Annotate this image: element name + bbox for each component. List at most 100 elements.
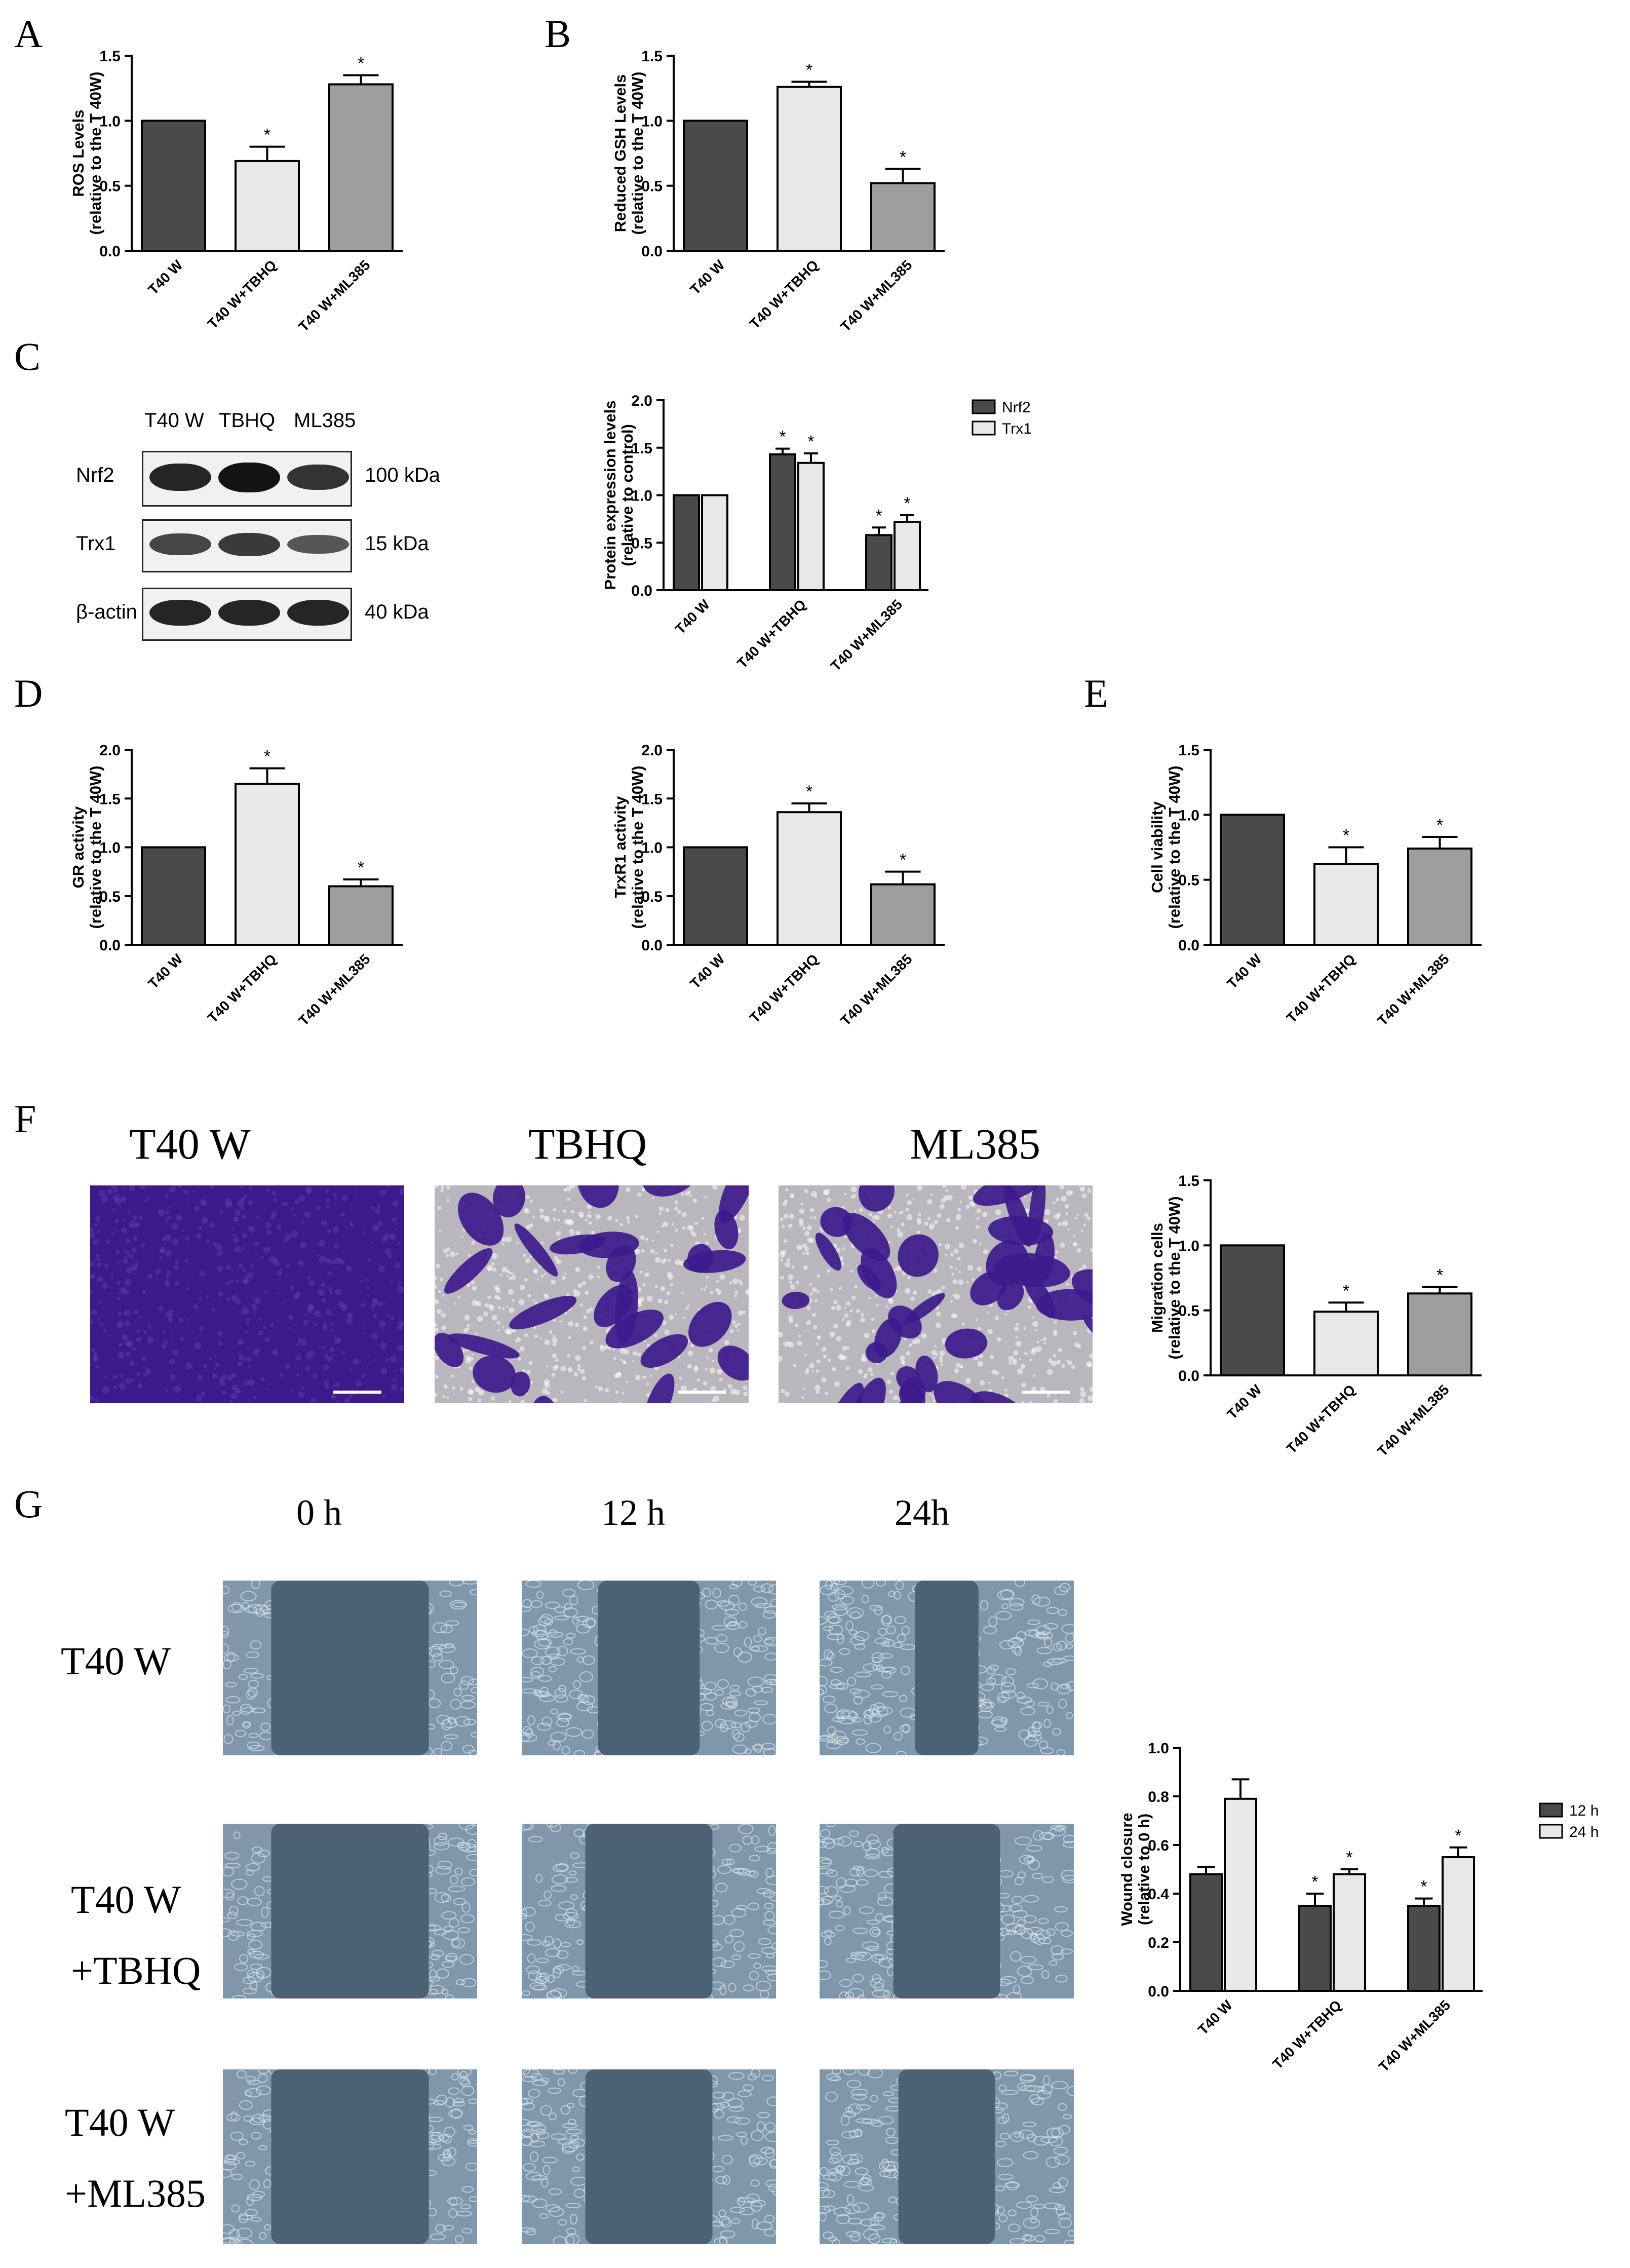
wound-cell: [242, 1721, 251, 1729]
migration-cell: [637, 1193, 642, 1197]
migration-cell: [858, 1369, 863, 1374]
wound-cell: [249, 1980, 258, 1991]
migration-cell: [338, 1301, 345, 1308]
migration-cell: [323, 1364, 329, 1370]
migration-cell: [553, 1334, 556, 1338]
wound-cell: [736, 1905, 748, 1910]
migration-cell: [225, 1281, 230, 1286]
wound-cell: [706, 1709, 715, 1717]
migration-cell: [833, 1323, 838, 1329]
migration-cell: [459, 1387, 463, 1391]
wound-cell: [731, 1908, 747, 1918]
migration-cell: [799, 1208, 805, 1214]
wound-cell: [522, 1628, 529, 1636]
wound-cell: [461, 2079, 471, 2088]
migration-cell: [111, 1232, 114, 1236]
wound-cell: [820, 1970, 832, 1980]
wound-cell: [762, 1713, 776, 1725]
wound-cell: [436, 1715, 450, 1724]
migration-cell: [93, 1351, 97, 1356]
migration-cell: [519, 1284, 525, 1290]
migration-cell: [933, 1356, 936, 1359]
wound-cell: [1053, 2182, 1062, 2189]
migration-cell: [645, 1238, 648, 1241]
migration-stain: [820, 1207, 853, 1237]
migration-cell: [995, 1209, 1001, 1216]
migration-cell: [497, 1329, 500, 1331]
migration-cell: [1016, 1340, 1022, 1347]
migration-cell: [743, 1392, 748, 1397]
migration-cell: [833, 1300, 838, 1304]
wound-cell: [1065, 1643, 1074, 1649]
wound-cell: [756, 2221, 773, 2231]
wound-cell: [264, 2224, 271, 2231]
migration-cell: [887, 1206, 891, 1210]
wound-cell: [1001, 2090, 1018, 2095]
migration-cell: [323, 1353, 328, 1358]
wound-cell: [836, 1900, 843, 1908]
migration-cell: [670, 1283, 674, 1287]
migration-cell: [512, 1328, 516, 1333]
migration-cell: [395, 1262, 401, 1268]
migration-cell: [491, 1253, 498, 1259]
wound-cell: [728, 2071, 745, 2080]
migration-cell: [390, 1316, 394, 1320]
migration-cell: [158, 1209, 165, 1216]
wound-cell: [837, 1586, 854, 1596]
migration-cell: [107, 1188, 113, 1195]
migration-cell: [288, 1326, 292, 1330]
migration-cell: [129, 1360, 135, 1366]
migration-cell: [133, 1236, 138, 1241]
migration-cell: [989, 1355, 994, 1360]
migration-cell: [577, 1367, 580, 1371]
wound-cell: [562, 1912, 579, 1920]
a-1-bar: [235, 160, 300, 252]
wound-cell: [537, 1722, 552, 1731]
migration-cell: [348, 1395, 353, 1398]
migration-cell: [367, 1258, 371, 1262]
migration-cell: [581, 1375, 587, 1380]
wound-cell: [443, 2149, 451, 2159]
wound-cell: [889, 2239, 898, 2244]
wound-cell: [765, 2179, 776, 2187]
migration-cell: [370, 1242, 373, 1244]
wound-cell: [531, 1656, 545, 1666]
wound-cell: [869, 1605, 883, 1611]
wound-cell: [820, 1829, 831, 1838]
migration-cell: [403, 1187, 404, 1190]
migration-cell: [1060, 1242, 1065, 1248]
wound-gap: [585, 2069, 713, 2244]
migration-cell: [868, 1212, 873, 1217]
migration-cell: [356, 1191, 358, 1194]
migration-cell: [787, 1274, 794, 1280]
wound-cell: [876, 1581, 886, 1587]
wound-texture: [522, 1581, 776, 1755]
migration-cell: [210, 1185, 214, 1189]
wound-cell: [1062, 2113, 1072, 2120]
wound-cell: [554, 1914, 570, 1921]
wound-cell: [870, 2217, 879, 2226]
migration-cell: [665, 1208, 670, 1213]
wound-cell: [823, 1837, 836, 1849]
wound-cell: [544, 1618, 554, 1626]
wound-cell: [1034, 2235, 1045, 2243]
f-xtick-label: T40 W+ML385: [1374, 1381, 1452, 1459]
wound-cell: [996, 2158, 1014, 2167]
wound-cell: [445, 1620, 459, 1626]
migration-cell: [435, 1327, 439, 1332]
migration-cell: [291, 1231, 298, 1238]
migration-cell: [506, 1236, 512, 1243]
migration-cell: [706, 1356, 709, 1359]
migration-stain: [1036, 1289, 1093, 1321]
wound-cell: [850, 2153, 863, 2164]
migration-cell: [314, 1310, 321, 1317]
wound-cell: [550, 1988, 567, 1998]
wound-cell: [223, 1928, 232, 1938]
migration-cell: [822, 1347, 827, 1352]
wound-cell: [878, 2116, 894, 2125]
wound-cell: [852, 1974, 864, 1983]
migration-cell: [165, 1234, 172, 1242]
migration-cell: [554, 1256, 559, 1261]
migration-cell: [1073, 1235, 1075, 1238]
migration-title-t40w: T40 W: [129, 1120, 251, 1168]
